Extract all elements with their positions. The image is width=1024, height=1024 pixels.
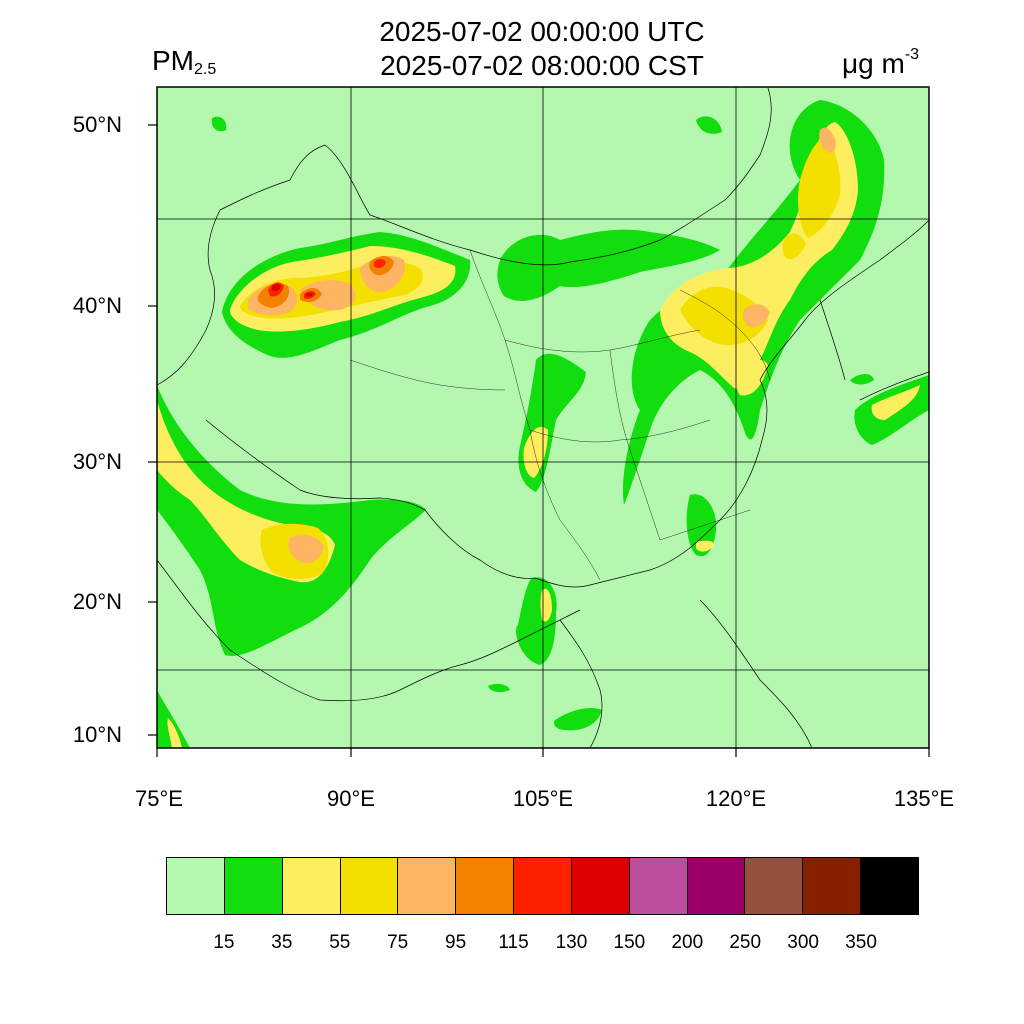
variable-name: PM [152, 45, 194, 76]
colorbar-label-15: 15 [213, 932, 235, 953]
variable-subscript: 2.5 [194, 61, 217, 78]
colorbar-box-4 [398, 858, 457, 914]
colorbar-box-1 [224, 858, 283, 914]
lat-label-40n: 40°N [72, 293, 122, 318]
map-title-cst: 2025-07-02 08:00:00 CST [380, 50, 704, 81]
units-label: μg m-3 [842, 46, 919, 80]
map-title-utc: 2025-07-02 00:00:00 UTC [379, 16, 705, 47]
colorbar-label-75: 75 [387, 932, 409, 953]
colorbar-label-130: 130 [555, 932, 588, 953]
units-exponent: -3 [904, 46, 920, 63]
variable-label: PM2.5 [152, 45, 216, 79]
colorbar-box-6 [514, 858, 572, 914]
lat-label-10n: 10°N [72, 722, 122, 747]
lon-label-75e: 75°E [135, 786, 183, 811]
lon-label-105e: 105°E [512, 786, 574, 811]
units-text: μg m [842, 48, 905, 79]
colorbar-box-7 [571, 858, 630, 914]
colorbar-label-35: 35 [271, 932, 293, 953]
lat-label-50n: 50°N [72, 112, 122, 137]
country-borders [157, 87, 929, 748]
colorbar-label-115: 115 [498, 932, 529, 953]
axis-ticks [148, 124, 930, 757]
province-borders [349, 249, 771, 581]
colorbar-box-10 [745, 858, 804, 914]
lon-label-90e: 90°E [327, 786, 375, 811]
colorbar-label-150: 150 [613, 932, 646, 953]
lat-label-30n: 30°N [72, 449, 122, 474]
colorbar-box-9 [687, 858, 746, 914]
colorbar-box-12 [861, 858, 918, 914]
pollution-contours [157, 87, 929, 748]
colorbar-label-250: 250 [729, 932, 762, 953]
colorbar-box-11 [803, 858, 862, 914]
contour-level-150 [272, 284, 313, 297]
colorbar-box-8 [629, 858, 688, 914]
lon-label-135e: 135°E [893, 786, 955, 811]
lon-label-120e: 120°E [705, 786, 767, 811]
colorbar-box-0 [167, 858, 225, 914]
colorbar-box-5 [456, 858, 515, 914]
graticule-lines [157, 87, 929, 748]
colorbar-label-95: 95 [445, 932, 467, 953]
colorbar-box-3 [340, 858, 399, 914]
colorbar-box-2 [282, 858, 341, 914]
colorbar-label-55: 55 [329, 932, 351, 953]
colorbar-label-200: 200 [671, 932, 704, 953]
lat-label-20n: 20°N [72, 589, 122, 614]
colorbar-label-350: 350 [845, 932, 877, 953]
colorbar-label-300: 300 [787, 932, 819, 953]
colorbar [166, 857, 919, 915]
